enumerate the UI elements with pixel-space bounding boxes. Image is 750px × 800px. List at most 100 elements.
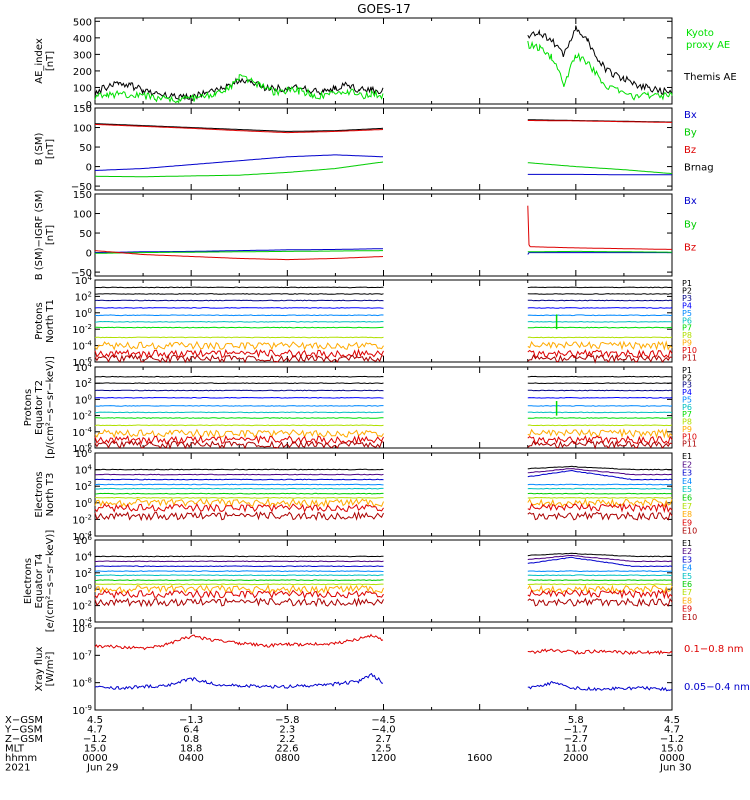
y-tick-label: 10-2 <box>72 513 92 526</box>
right-label: Bx <box>684 196 697 207</box>
y-tick-label: 10-4 <box>72 340 92 353</box>
channel-label: P1 <box>682 366 692 375</box>
channel-line <box>94 396 384 399</box>
y-axis-label-line: Electrons <box>34 471 45 517</box>
x-column-value: 0000 <box>659 753 684 764</box>
x-row-label: hhmm <box>5 753 37 764</box>
y-axis-label-line: B (SM) <box>34 132 45 165</box>
channel-line <box>527 468 673 476</box>
y-axis-label-line: [W/m²] <box>45 651 56 686</box>
y-tick-label: 104 <box>75 550 93 563</box>
channel-line <box>527 487 673 490</box>
channel-line <box>527 428 673 439</box>
channel-line <box>527 492 673 495</box>
x-row-label: Z−GSM <box>5 734 43 745</box>
legend-label: proxy AE <box>686 40 730 51</box>
channel-label: E3 <box>682 469 692 478</box>
channel-label: P11 <box>682 354 697 363</box>
right-label: 0.1−0.8 nm <box>684 644 743 655</box>
channel-label: E10 <box>682 527 697 536</box>
x-column-value: 1600 <box>467 753 492 764</box>
x-column-value: Jun 29 <box>86 763 119 774</box>
channel-line <box>527 502 673 514</box>
channel-line <box>527 353 673 364</box>
series-line <box>527 648 673 656</box>
channel-label: P1 <box>682 279 692 288</box>
panel-frame <box>94 452 673 537</box>
x-axis-table: X−GSMY−GSMZ−GSMMLThhmm20214.54.7−1.215.0… <box>4 715 692 774</box>
y-axis-label-line: B (SM)−IGRF (SM) <box>34 190 45 281</box>
channel-line <box>94 589 384 600</box>
x-row-label: MLT <box>5 744 25 755</box>
y-tick-label: 200 <box>73 67 92 78</box>
y-tick-label: 100 <box>73 83 92 94</box>
plot-title: GOES-17 <box>357 2 411 16</box>
panel-ee: 106 104 102 100 10-2 10-4 ElectronsEquator T4[… <box>23 530 697 633</box>
y-axis-label-line: AE_index <box>34 38 45 84</box>
y-axis-label-line: [p/(cm²−s−sr−keV)] <box>45 356 56 459</box>
channel-line <box>527 579 673 582</box>
panel-xray: 10-6 10-7 10-8 10-9 Xray flux[W/m²] 0.1−0.8 n… <box>34 622 750 717</box>
y-tick-label: 150 <box>73 190 92 201</box>
channel-label: P6 <box>682 316 692 325</box>
panel-bsm: 150 100 50 0 −50 B (SM)[nT] Bx By Bz Brnag <box>34 104 714 193</box>
channel-line <box>94 389 384 392</box>
channel-label: P4 <box>682 388 692 397</box>
x-row-label: X−GSM <box>5 715 43 726</box>
channel-label: P3 <box>682 294 692 303</box>
channel-line <box>527 588 673 600</box>
channel-line <box>94 555 384 558</box>
y-axis-label-line: [nT] <box>45 51 56 71</box>
x-column-value: 1200 <box>371 753 396 764</box>
y-tick-label: 10-6 <box>72 622 92 635</box>
y-tick-label: 102 <box>75 480 92 493</box>
channel-line <box>527 424 673 427</box>
y-tick-label: 10-7 <box>72 649 92 662</box>
y-tick-label: 300 <box>73 50 92 61</box>
y-axis-label-line: [nT] <box>45 139 56 159</box>
channel-label: P5 <box>682 309 692 318</box>
channel-label: E10 <box>682 613 697 622</box>
y-axis-label: ProtonsEquator T2[p/(cm²−s−sr−keV)] <box>23 356 56 459</box>
series-line <box>527 205 672 250</box>
panel-frame <box>94 17 673 105</box>
channel-label: E2 <box>682 547 692 556</box>
channel-line <box>94 336 384 339</box>
x-column-value: 0800 <box>275 753 300 764</box>
channel-label: P11 <box>682 440 697 449</box>
channel-line <box>94 487 384 490</box>
x-column-value: 2.3 <box>279 725 295 736</box>
y-tick-label: 10-4 <box>72 530 92 543</box>
y-tick-label: 104 <box>75 274 93 287</box>
y-tick-label: 10-6 <box>72 356 92 369</box>
series-line <box>94 74 384 104</box>
channel-label: P5 <box>682 395 692 404</box>
x-column-value: 0000 <box>82 753 107 764</box>
x-column-value: 11.0 <box>565 744 587 755</box>
panel-bigrf: 150 100 50 0 −50 B (SM)−IGRF (SM)[nT] Bx By Bz <box>34 190 697 281</box>
channel-line <box>527 348 673 359</box>
y-tick-label: 100 <box>75 497 92 510</box>
channel-line <box>527 411 673 414</box>
y-tick-label: 500 <box>73 17 92 28</box>
channel-label: P7 <box>682 324 692 333</box>
channel-line <box>527 440 673 450</box>
y-tick-label: 10-6 <box>72 442 92 455</box>
x-column-value: −1.2 <box>83 734 107 745</box>
y-tick-label: 400 <box>73 34 92 45</box>
channel-line <box>94 492 384 495</box>
channel-label: E4 <box>682 477 692 486</box>
y-tick-label: 100 <box>75 307 92 320</box>
x-column-value: 15.0 <box>84 744 106 755</box>
x-column-value: 0.8 <box>183 734 199 745</box>
channel-line <box>527 570 673 573</box>
series-line <box>94 672 384 690</box>
series-line <box>94 633 384 651</box>
x-column-value: 4.7 <box>664 725 680 736</box>
channel-line <box>94 326 384 329</box>
y-axis-label: ElectronsEquator T4[e/(cm²−s−sr−keV)] <box>23 530 56 633</box>
x-column-value: 6.4 <box>183 725 199 736</box>
y-tick-label: 10-8 <box>72 677 92 690</box>
